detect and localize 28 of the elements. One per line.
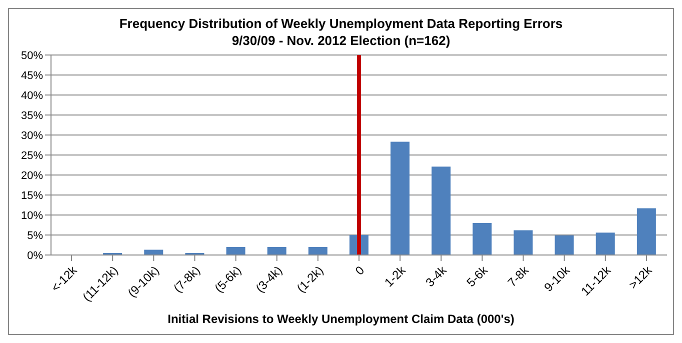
y-tick-label: 25%	[20, 150, 44, 162]
bar	[514, 230, 533, 255]
bar	[636, 208, 656, 255]
y-tick-label: 5%	[27, 230, 44, 242]
x-tick-label: 5-6k	[464, 262, 492, 290]
bar	[308, 247, 328, 255]
y-tick-label: 35%	[20, 110, 44, 122]
bar	[432, 166, 451, 255]
y-tick-label: 15%	[20, 190, 44, 202]
chart-title: Frequency Distribution of Weekly Unemployment Data Reporting Errors	[118, 15, 564, 32]
y-tick-label: 50%	[20, 50, 44, 62]
y-tick-label: 20%	[20, 170, 44, 182]
bar	[596, 232, 615, 255]
x-tick-label: 0	[352, 263, 368, 278]
bar	[226, 247, 246, 255]
bar	[267, 247, 286, 255]
x-axis-title: Initial Revisions to Weekly Unemployment Claim Data (000's)	[166, 311, 516, 327]
bar	[554, 235, 574, 255]
y-tick-label: 40%	[20, 90, 44, 102]
bar	[390, 142, 410, 255]
bar	[472, 223, 492, 255]
chart-subtitle: 9/30/09 - Nov. 2012 Election (n=162)	[230, 32, 452, 49]
y-tick-label: 10%	[20, 210, 44, 222]
x-tick-label: 7-8k	[504, 262, 532, 290]
y-tick-label: 0%	[27, 250, 44, 262]
x-tick-label: 3-4k	[422, 262, 450, 290]
y-tick-label: 30%	[20, 130, 44, 142]
y-tick-label: 45%	[20, 70, 44, 82]
